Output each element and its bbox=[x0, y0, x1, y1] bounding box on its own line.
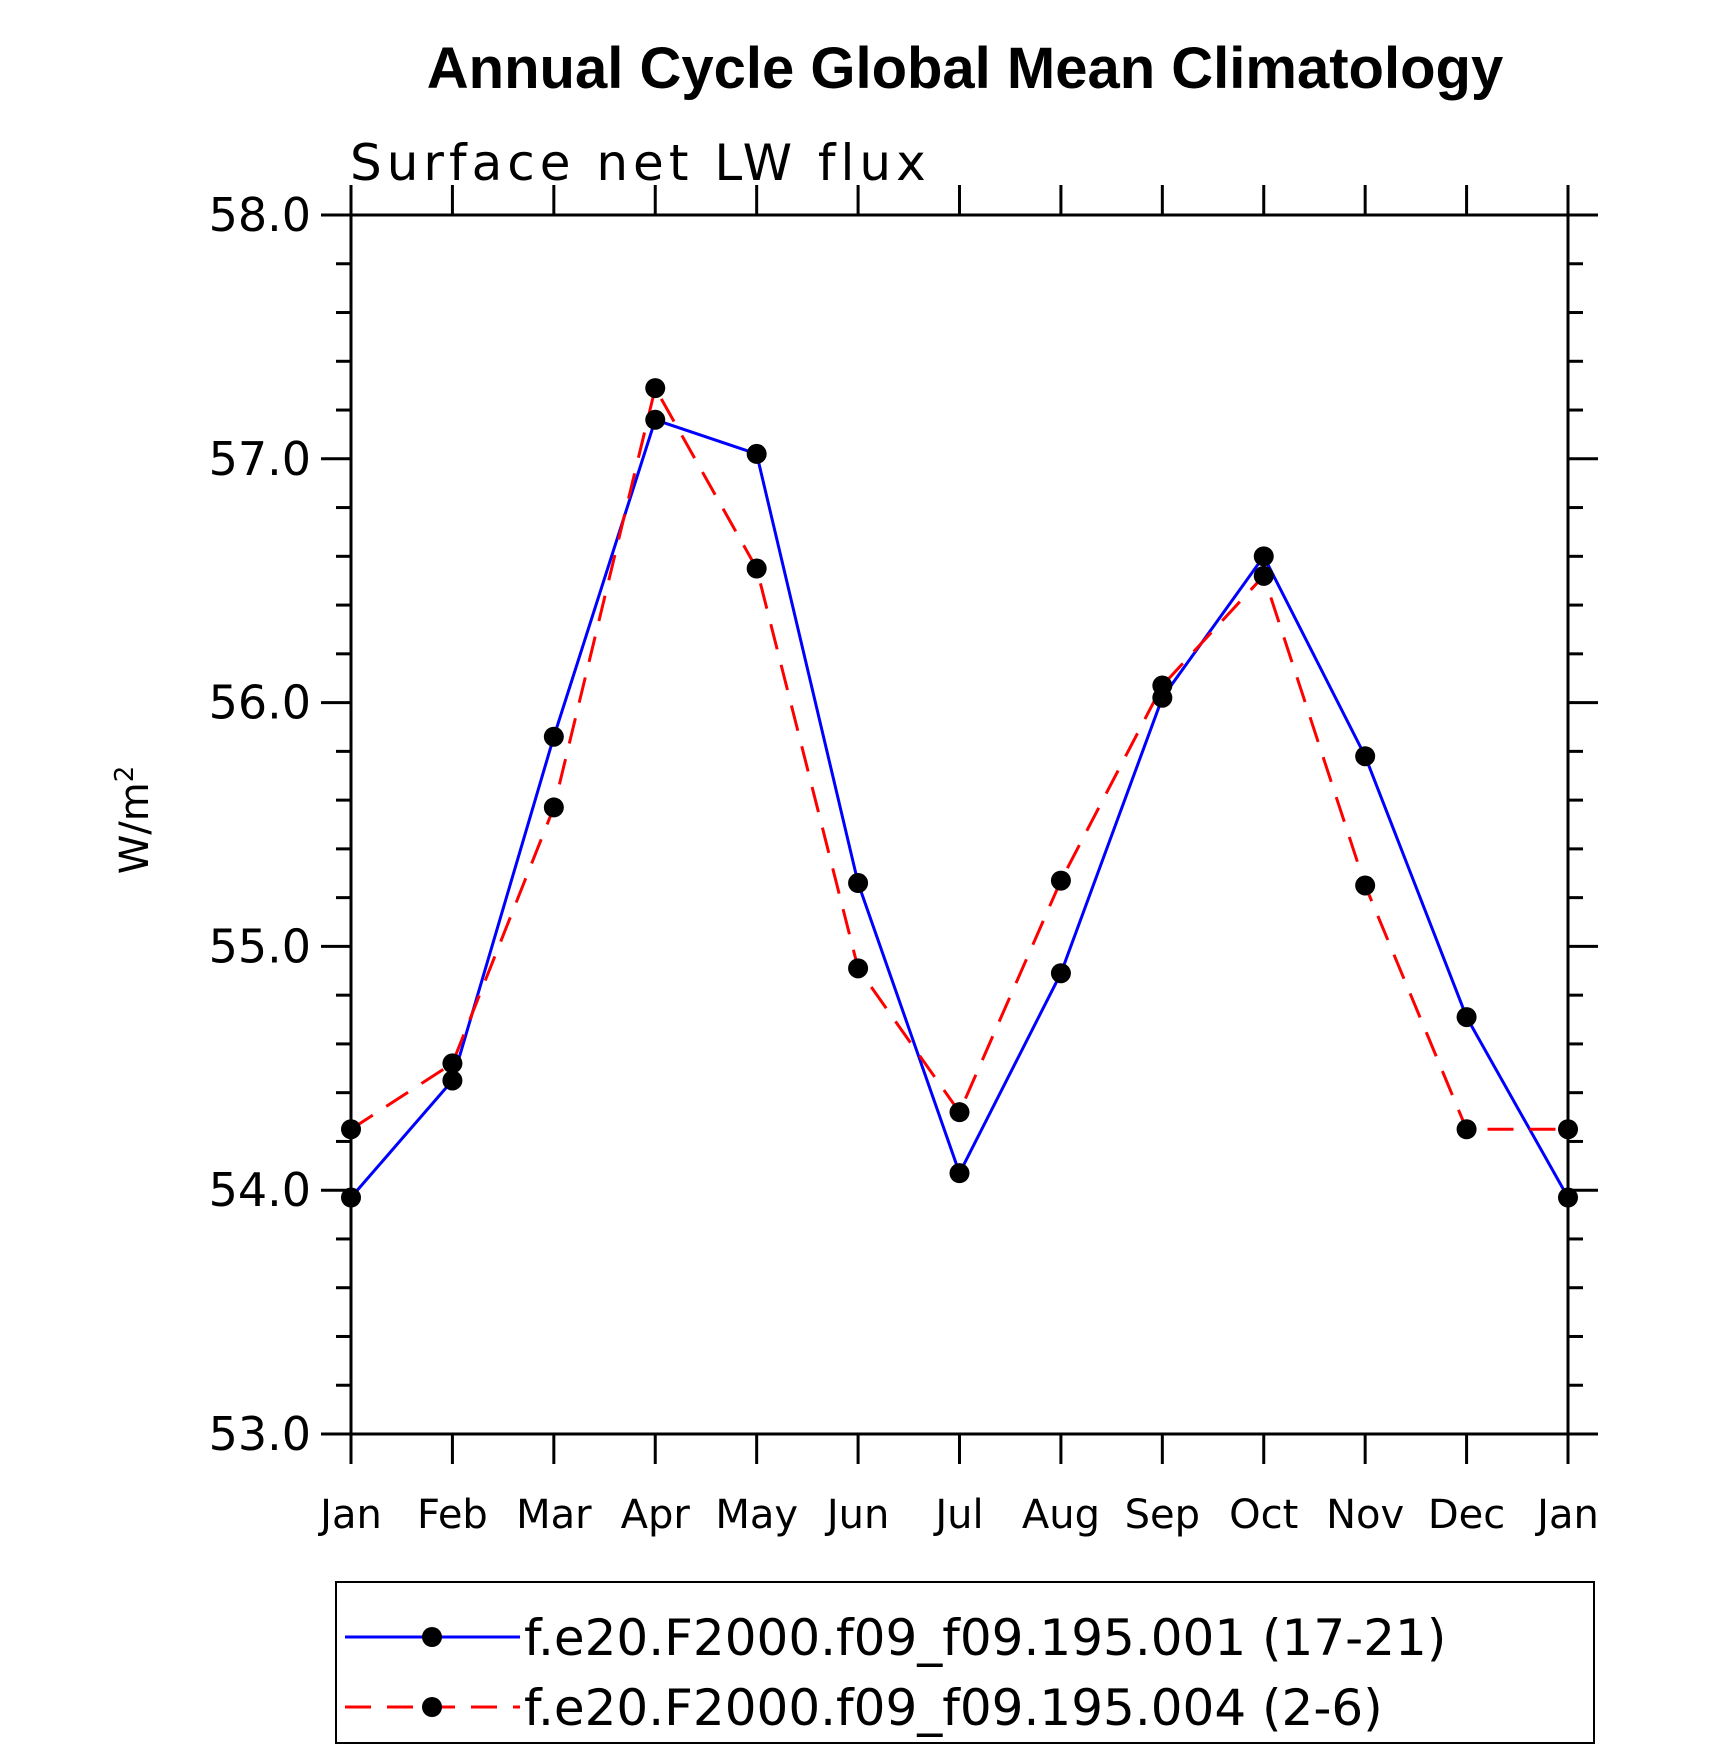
series-2-point bbox=[848, 958, 869, 979]
chart-title: Annual Cycle Global Mean Climatology bbox=[427, 36, 1503, 101]
series-2-point bbox=[442, 1053, 463, 1074]
y-axis-label: W/m2 bbox=[110, 766, 158, 875]
series-2-point bbox=[1456, 1119, 1477, 1140]
x-tick-label: Apr bbox=[621, 1492, 691, 1538]
series-line-2 bbox=[350, 384, 1568, 1131]
series bbox=[341, 378, 1578, 1208]
series-1-point bbox=[746, 443, 767, 464]
series-2-point bbox=[1558, 1119, 1578, 1140]
y-tick-labels: 53.0 54.0 55.0 56.0 57.0 58.0 bbox=[209, 188, 311, 1461]
x-tick-label: Sep bbox=[1125, 1492, 1200, 1538]
series-1-point bbox=[543, 726, 564, 747]
x-tick-label: Jan bbox=[317, 1492, 382, 1538]
y-axis-label-superscript: 2 bbox=[110, 766, 140, 783]
x-tick-labels: Jan Feb Mar Apr May Jun Jul Aug Sep Oct Nov Dec Jan bbox=[317, 1492, 1599, 1538]
series-2-point bbox=[949, 1102, 970, 1123]
x-tick-label: Nov bbox=[1326, 1492, 1404, 1538]
x-tick-label: Mar bbox=[516, 1492, 592, 1538]
y-tick-label: 55.0 bbox=[209, 919, 311, 973]
legend-label-1: f.e20.F2000.f09_f09.195.001 (17-21) bbox=[524, 1609, 1446, 1667]
series-2-point bbox=[1355, 875, 1376, 896]
series-2-point bbox=[1152, 675, 1173, 696]
legend-marker-1 bbox=[422, 1627, 442, 1647]
series-2-point bbox=[645, 378, 666, 399]
series-1-point bbox=[1355, 746, 1376, 767]
series-1-point bbox=[1253, 546, 1274, 567]
legend bbox=[335, 1581, 1595, 1744]
series-2-point bbox=[1050, 870, 1071, 891]
x-tick-label: Jun bbox=[824, 1492, 890, 1538]
y-tick-label: 54.0 bbox=[209, 1163, 311, 1217]
legend-entries: f.e20.F2000.f09_f09.195.001 (17-21) f.e20… bbox=[345, 1609, 1446, 1737]
series-2-point bbox=[543, 797, 564, 818]
series-line-1 bbox=[349, 417, 1570, 1199]
series-1-point bbox=[645, 409, 666, 430]
axes bbox=[321, 185, 1598, 1464]
series-1-point bbox=[1456, 1007, 1477, 1028]
y-tick-label: 58.0 bbox=[209, 188, 311, 242]
series-2-point bbox=[1253, 565, 1274, 586]
series-1-point bbox=[1558, 1187, 1578, 1208]
x-tick-label: Dec bbox=[1428, 1492, 1505, 1538]
series-1-point bbox=[1050, 963, 1071, 984]
x-tick-label: Aug bbox=[1022, 1492, 1100, 1538]
series-1-point bbox=[949, 1163, 970, 1184]
y-tick-label: 53.0 bbox=[209, 1407, 311, 1461]
y-tick-label: 57.0 bbox=[209, 432, 311, 486]
y-tick-label: 56.0 bbox=[209, 676, 311, 730]
x-tick-label: Jul bbox=[932, 1492, 983, 1538]
series-1-point bbox=[341, 1187, 361, 1208]
chart-subtitle: Surface net LW flux bbox=[350, 134, 931, 192]
series-1-point bbox=[848, 873, 869, 894]
series-1-point bbox=[442, 1070, 463, 1091]
svg-text:W/m2: W/m2 bbox=[110, 766, 158, 875]
legend-marker-2 bbox=[422, 1697, 442, 1717]
plot-frame bbox=[349, 213, 1570, 1436]
series-2-point bbox=[341, 1119, 361, 1140]
legend-label-2: f.e20.F2000.f09_f09.195.004 (2-6) bbox=[524, 1679, 1383, 1737]
x-tick-label: Jan bbox=[1534, 1492, 1599, 1538]
x-tick-label: Oct bbox=[1229, 1492, 1298, 1538]
x-tick-label: Feb bbox=[417, 1492, 488, 1538]
series-2-point bbox=[746, 558, 767, 579]
y-axis-label-text: W/m bbox=[112, 782, 158, 874]
x-tick-label: May bbox=[715, 1492, 798, 1538]
